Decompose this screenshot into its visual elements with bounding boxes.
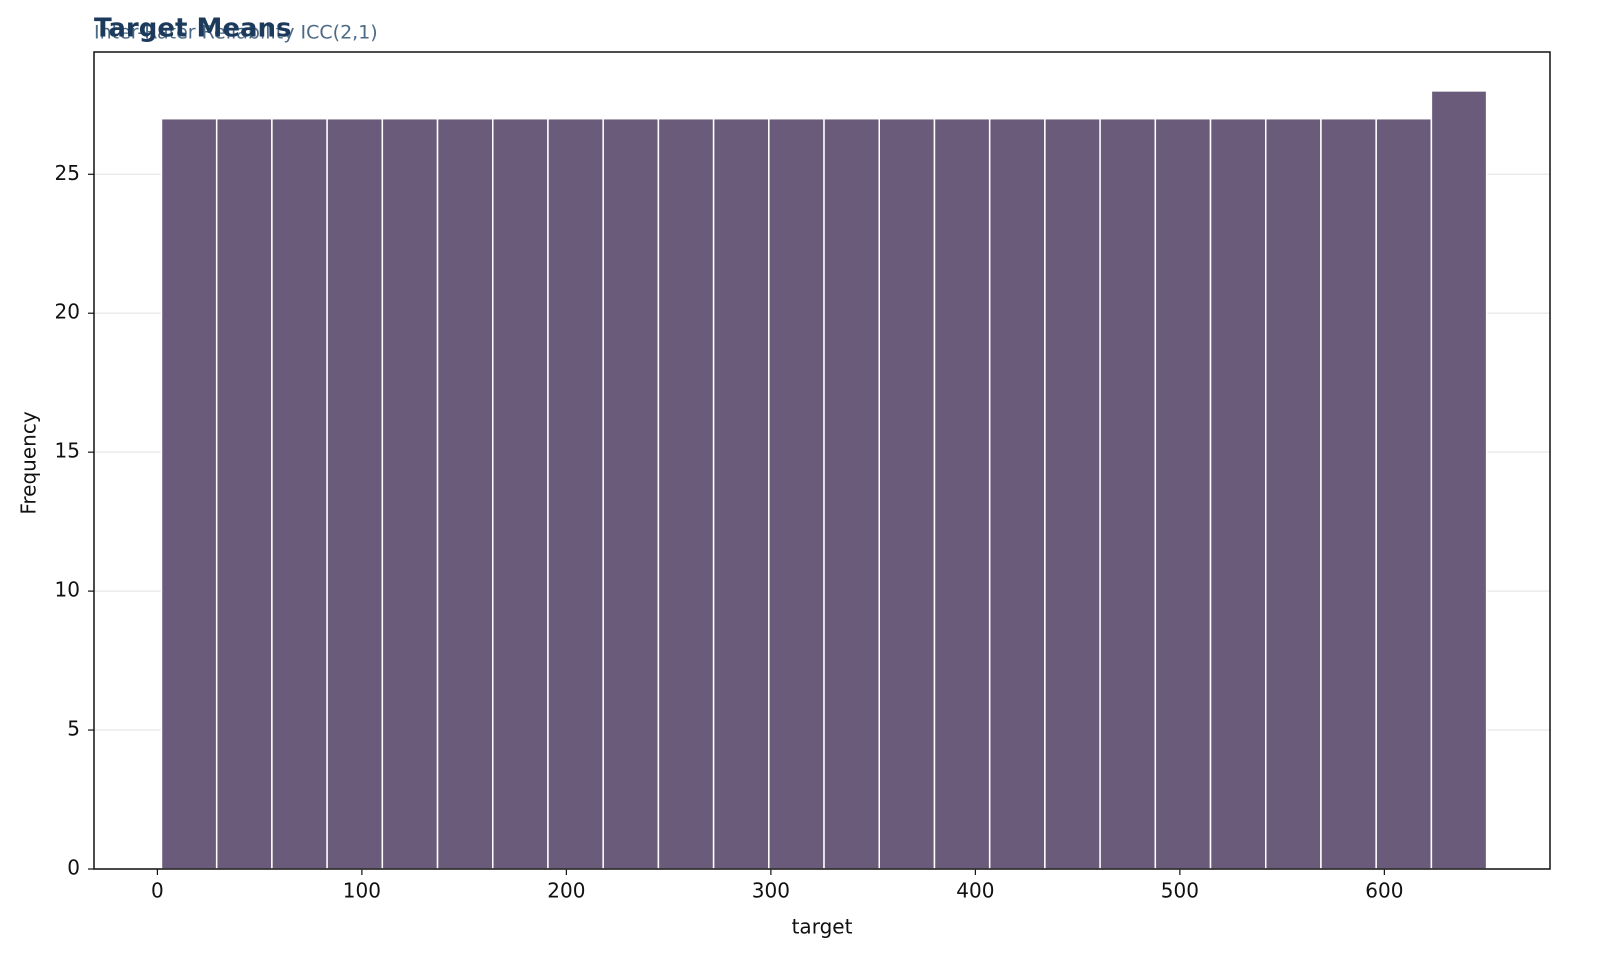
bar xyxy=(1044,117,1101,870)
chart-subtitle: Inter-Rater Reliability ICC(2,1) xyxy=(94,22,378,44)
bar xyxy=(602,117,660,870)
y-tick-label: 25 xyxy=(55,161,80,185)
bar xyxy=(436,117,494,870)
x-tick-label: 300 xyxy=(752,879,790,903)
y-tick-label: 5 xyxy=(67,717,80,741)
x-tick-label: 400 xyxy=(956,879,994,903)
bar xyxy=(1430,90,1488,870)
chart-title: Target Means xyxy=(94,14,292,44)
bar xyxy=(215,117,273,870)
bar xyxy=(160,117,218,870)
bar xyxy=(492,117,549,870)
x-tick-label: 500 xyxy=(1161,879,1199,903)
bar xyxy=(1320,117,1377,870)
y-tick-label: 15 xyxy=(55,439,80,463)
bar xyxy=(768,117,825,870)
bar xyxy=(326,117,384,870)
bar xyxy=(381,117,439,870)
plot-frame xyxy=(93,51,1551,870)
bar xyxy=(878,117,936,870)
bar xyxy=(933,117,991,870)
x-tick-label: 200 xyxy=(547,879,585,903)
x-tick-label: 600 xyxy=(1365,879,1403,903)
bar xyxy=(1154,117,1212,870)
x-tick-label: 100 xyxy=(343,879,381,903)
bar xyxy=(271,117,328,870)
bar xyxy=(1265,117,1322,870)
bar xyxy=(1209,117,1267,870)
x-tick-label: 0 xyxy=(151,879,164,903)
bar xyxy=(657,117,715,870)
bar xyxy=(1099,117,1157,870)
bar xyxy=(712,117,770,870)
bar xyxy=(1375,117,1433,870)
y-tick-label: 0 xyxy=(67,856,80,880)
y-tick-label: 20 xyxy=(55,300,80,324)
x-axis-label: target xyxy=(792,915,853,939)
bar xyxy=(547,117,604,870)
bar xyxy=(988,117,1046,870)
y-axis-label: Frequency xyxy=(17,411,41,514)
y-tick-label: 10 xyxy=(55,578,80,602)
bar xyxy=(823,117,881,870)
